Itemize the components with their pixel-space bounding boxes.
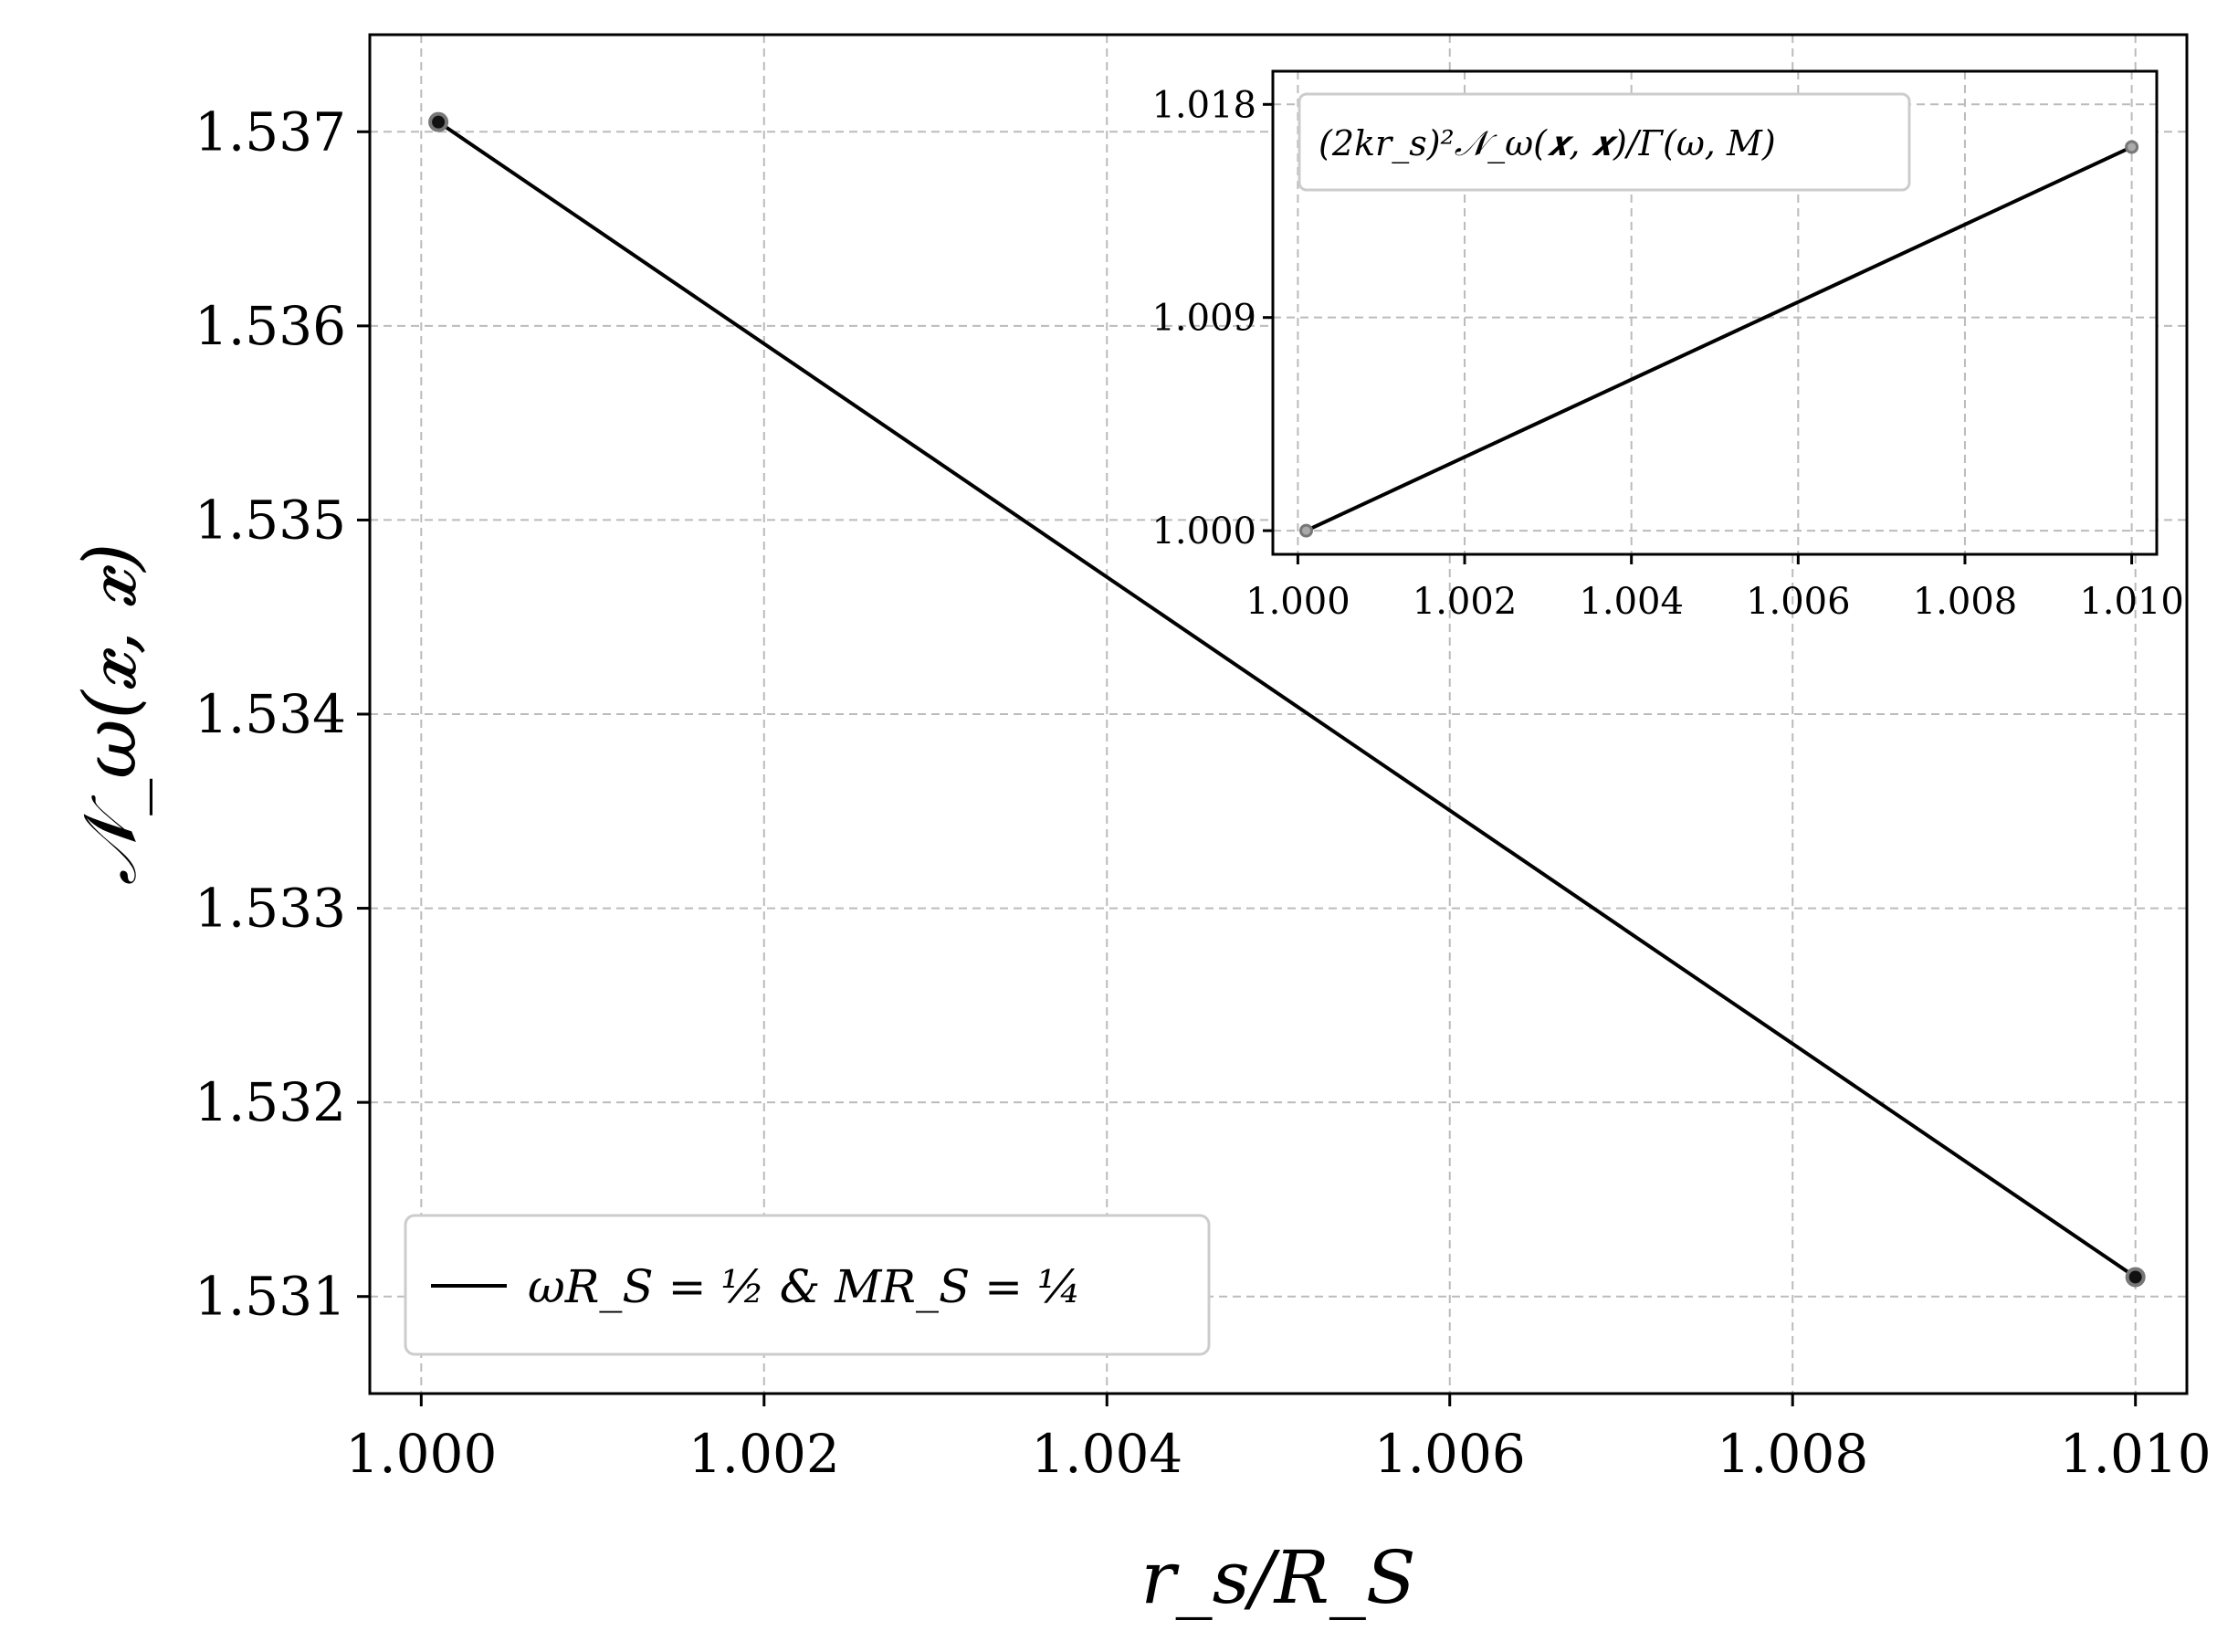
x-tick-label: 1.008 [1717,1423,1868,1485]
y-axis-label: 𝒩_ω(𝒙, 𝒙) [68,543,152,886]
y-tick-label: 1.009 [1151,298,1256,340]
data-point [1299,523,1314,538]
inset-ticks: 1.000 1.002 1.004 1.006 1.008 1.010 1.000 1.009… [1151,84,2183,623]
x-tick-label: 1.004 [1579,581,1684,623]
y-tick-label: 1.531 [194,1266,346,1328]
x-tick-label: 1.006 [1746,581,1851,623]
inset-series [1299,140,2139,538]
y-tick-label: 1.537 [194,100,346,163]
x-tick-label: 1.002 [1413,581,1518,623]
main-legend-box [404,1214,1211,1356]
inset-legend-label: (2kr_s)²𝒩_ω(𝒙, 𝒙)/Γ(ω, M) [1319,123,1776,164]
x-tick-label: 1.000 [1245,581,1350,623]
data-point [428,111,449,132]
inset-plot: 1.000 1.002 1.004 1.006 1.008 1.010 1.000 1.009… [1151,69,2184,623]
y-tick-label: 1.534 [194,683,346,745]
main-legend: ωR_S = ½ & MR_S = ¼ [404,1214,1211,1356]
y-tick-label: 1.000 [1151,510,1256,552]
y-tick-label: 1.532 [194,1071,346,1133]
x-tick-label: 1.002 [688,1423,840,1485]
data-point [2125,140,2139,154]
x-tick-label: 1.008 [1913,581,2018,623]
series-line [436,121,2137,1279]
main-legend-label: ωR_S = ½ & MR_S = ¼ [528,1260,1081,1313]
x-tick-label: 1.010 [2079,581,2184,623]
x-axis-label: r_s/R_S [1140,1535,1415,1620]
inset-legend-box [1298,92,1911,192]
main-series [428,111,2146,1288]
x-tick-label: 1.010 [2060,1423,2212,1485]
x-tick-label: 1.006 [1374,1423,1526,1485]
inset-legend: (2kr_s)²𝒩_ω(𝒙, 𝒙)/Γ(ω, M) [1298,92,1911,192]
y-tick-label: 1.536 [194,295,346,357]
main-plot: 1.000 1.002 1.004 1.006 1.008 1.010 1.531 1.532… [68,33,2212,1620]
inset-plot-frame [1271,69,2159,556]
y-tick-label: 1.018 [1151,84,1256,126]
y-tick-label: 1.533 [194,878,346,940]
y-tick-label: 1.535 [194,489,346,551]
x-tick-label: 1.004 [1031,1423,1182,1485]
x-tick-label: 1.000 [345,1423,497,1485]
series-line [1305,145,2133,532]
data-point [2125,1267,2146,1288]
main-ticks: 1.000 1.002 1.004 1.006 1.008 1.010 1.531 1.532… [194,100,2212,1485]
